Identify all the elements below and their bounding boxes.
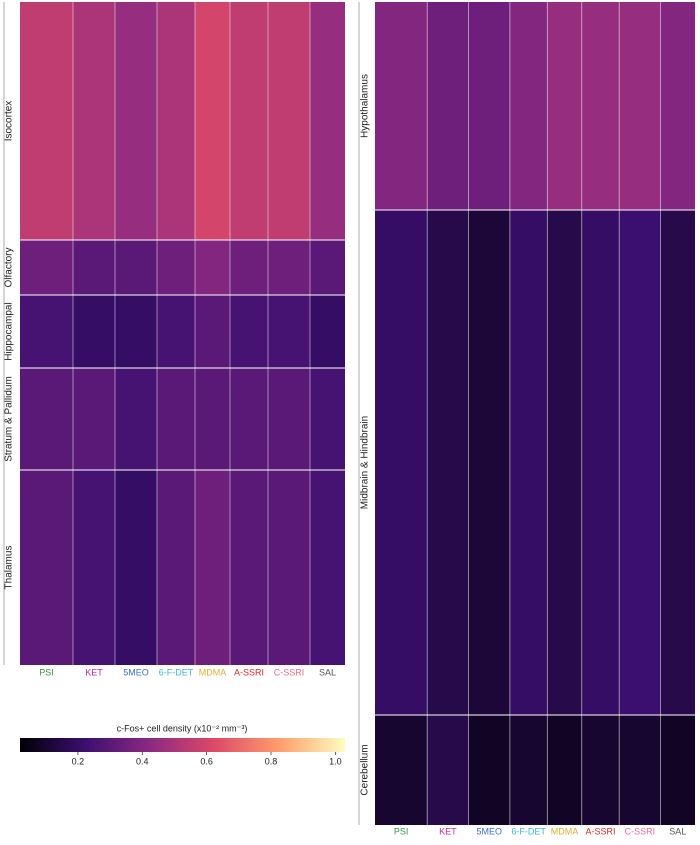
heat-cell bbox=[375, 210, 428, 715]
heat-cell bbox=[73, 295, 115, 368]
heat-cell bbox=[468, 210, 510, 715]
heat-cell bbox=[427, 210, 469, 715]
heat-cell bbox=[547, 715, 582, 825]
heat-cell bbox=[310, 240, 345, 295]
group-label: 5MEO bbox=[476, 826, 502, 836]
heat-cell bbox=[115, 295, 157, 368]
heat-cell bbox=[375, 2, 428, 210]
colorbar-tick-label: 0.8 bbox=[265, 756, 278, 766]
heat-cell bbox=[509, 715, 548, 825]
colorbar-tick-label: 0.4 bbox=[136, 756, 149, 766]
section-label: Hypothalamus bbox=[360, 74, 371, 138]
heat-cell bbox=[20, 368, 73, 470]
colorbar bbox=[20, 738, 345, 752]
section-label: Olfactory bbox=[4, 247, 15, 287]
group-label: A-SSRI bbox=[585, 826, 615, 836]
heat-cell bbox=[468, 715, 510, 825]
heat-cell bbox=[581, 715, 620, 825]
group-label: KET bbox=[85, 667, 103, 677]
heat-cell bbox=[581, 210, 620, 715]
heat-cell bbox=[157, 240, 195, 295]
group-label: SAL bbox=[319, 667, 336, 677]
heat-cell bbox=[195, 295, 230, 368]
heat-cell bbox=[619, 2, 661, 210]
heat-cell bbox=[157, 2, 195, 240]
group-label: PSI bbox=[394, 826, 409, 836]
heat-cell bbox=[115, 368, 157, 470]
group-label: A-SSRI bbox=[234, 667, 264, 677]
heat-cell bbox=[547, 210, 582, 715]
section-label: Thalamus bbox=[4, 546, 15, 590]
heat-cell bbox=[375, 715, 428, 825]
heat-cell bbox=[230, 2, 268, 240]
heat-cell bbox=[468, 2, 510, 210]
group-label: MDMA bbox=[551, 826, 579, 836]
colorbar-tick-label: 0.2 bbox=[72, 756, 85, 766]
heat-cell bbox=[73, 2, 115, 240]
section-label: Hippocampal bbox=[4, 302, 15, 360]
heat-cell bbox=[509, 2, 548, 210]
section-label: Midbrain & Hindbrain bbox=[360, 416, 371, 509]
section-label: Cerebellum bbox=[360, 744, 371, 795]
group-label: PSI bbox=[39, 667, 54, 677]
heat-cell bbox=[230, 295, 268, 368]
heat-cell bbox=[268, 240, 310, 295]
heat-cell bbox=[268, 368, 310, 470]
heat-cell bbox=[20, 470, 73, 665]
section-label: Isocortex bbox=[4, 101, 15, 142]
heat-cell bbox=[509, 210, 548, 715]
heat-cell bbox=[195, 470, 230, 665]
group-label: 6-F-DET bbox=[511, 826, 546, 836]
heat-cell bbox=[20, 240, 73, 295]
heat-cell bbox=[115, 470, 157, 665]
group-label: C-SSRI bbox=[274, 667, 305, 677]
heat-cell bbox=[268, 470, 310, 665]
colorbar-tick-label: 0.6 bbox=[200, 756, 213, 766]
colorbar-tick-label: 1.0 bbox=[329, 756, 342, 766]
heat-cell bbox=[660, 210, 695, 715]
heat-cell bbox=[619, 210, 661, 715]
heat-cell bbox=[310, 368, 345, 470]
heat-cell bbox=[581, 2, 620, 210]
heat-cell bbox=[660, 715, 695, 825]
heat-cell bbox=[20, 295, 73, 368]
heat-cell bbox=[73, 470, 115, 665]
heat-cell bbox=[427, 2, 469, 210]
heat-cell bbox=[73, 368, 115, 470]
heat-cell bbox=[157, 470, 195, 665]
heat-cell bbox=[115, 240, 157, 295]
heat-cell bbox=[268, 295, 310, 368]
heat-cell bbox=[115, 2, 157, 240]
heat-cell bbox=[268, 2, 310, 240]
group-label: MDMA bbox=[199, 667, 227, 677]
heat-cell bbox=[230, 470, 268, 665]
group-label: C-SSRI bbox=[625, 826, 656, 836]
heat-cell bbox=[427, 715, 469, 825]
heat-cell bbox=[547, 2, 582, 210]
heat-cell bbox=[157, 295, 195, 368]
heat-cell bbox=[230, 240, 268, 295]
group-label: 5MEO bbox=[123, 667, 149, 677]
heat-cell bbox=[230, 368, 268, 470]
heat-cell bbox=[619, 715, 661, 825]
group-label: KET bbox=[439, 826, 457, 836]
heat-cell bbox=[660, 2, 695, 210]
heat-cell bbox=[20, 2, 73, 240]
section-label: Stratum & Pallidum bbox=[4, 376, 15, 462]
heat-cell bbox=[310, 295, 345, 368]
heat-cell bbox=[195, 2, 230, 240]
heat-cell bbox=[310, 2, 345, 240]
heat-cell bbox=[195, 368, 230, 470]
heat-cell bbox=[310, 470, 345, 665]
colorbar-label: c-Fos+ cell density (x10⁻² mm⁻³) bbox=[117, 723, 248, 733]
heat-cell bbox=[195, 240, 230, 295]
group-label: 6-F-DET bbox=[159, 667, 194, 677]
heat-cell bbox=[73, 240, 115, 295]
heat-cell bbox=[157, 368, 195, 470]
group-label: SAL bbox=[669, 826, 686, 836]
